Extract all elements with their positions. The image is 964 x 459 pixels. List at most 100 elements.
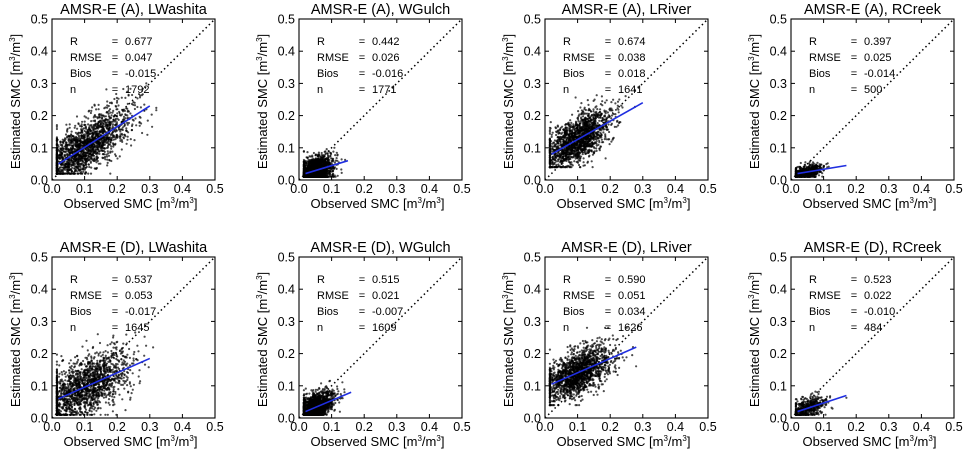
data-point	[82, 170, 85, 173]
data-point	[305, 168, 308, 171]
data-point	[305, 163, 308, 167]
data-point	[64, 133, 68, 136]
data-point	[329, 168, 333, 171]
data-point	[111, 125, 114, 128]
data-point	[326, 159, 329, 162]
data-point	[309, 155, 312, 158]
data-point	[80, 156, 83, 159]
data-point	[123, 133, 126, 136]
data-point	[555, 163, 558, 166]
data-point	[70, 133, 73, 136]
data-point	[136, 97, 139, 100]
data-point	[98, 150, 101, 153]
data-point	[97, 162, 100, 165]
data-point	[580, 102, 583, 105]
data-point	[120, 128, 123, 131]
data-point	[77, 134, 80, 137]
data-point	[74, 124, 77, 127]
data-point	[601, 100, 604, 103]
stat-value: -0.016	[372, 68, 403, 80]
data-point	[74, 158, 77, 161]
data-point	[59, 148, 62, 151]
data-point	[124, 117, 127, 120]
data-point	[95, 144, 99, 147]
data-point	[332, 175, 335, 178]
data-point	[105, 153, 108, 156]
data-point	[134, 117, 137, 120]
data-point	[68, 123, 71, 126]
data-point	[101, 141, 104, 144]
data-point	[71, 144, 74, 147]
data-point	[62, 141, 65, 144]
data-point	[100, 113, 103, 116]
data-point	[86, 151, 89, 154]
data-point	[103, 115, 106, 118]
data-point	[127, 121, 130, 125]
stat-label: Bios	[70, 68, 92, 80]
data-point	[76, 172, 79, 175]
data-point	[87, 172, 90, 175]
data-point	[118, 155, 121, 158]
data-point	[605, 99, 608, 102]
data-point	[55, 127, 59, 131]
data-point	[58, 154, 61, 157]
data-point	[133, 107, 136, 111]
data-point	[55, 136, 59, 139]
data-point	[126, 123, 129, 126]
data-point	[591, 141, 594, 144]
data-point	[579, 106, 582, 109]
data-point	[80, 172, 83, 175]
data-point	[95, 161, 98, 164]
data-point	[70, 170, 73, 173]
stat-label: RMSE	[317, 52, 349, 64]
data-point	[125, 142, 128, 145]
data-point	[79, 139, 82, 142]
data-point	[65, 136, 69, 139]
data-point	[84, 171, 87, 174]
data-point	[130, 144, 133, 147]
y-tick-label: 0.4	[278, 45, 295, 59]
data-point	[335, 151, 338, 154]
data-point	[90, 166, 93, 169]
data-point	[155, 109, 158, 112]
data-point	[115, 105, 118, 108]
data-point	[102, 122, 105, 125]
data-point	[104, 106, 107, 109]
data-point	[332, 150, 335, 153]
data-point	[131, 93, 134, 97]
data-point	[146, 119, 149, 122]
data-point	[313, 173, 316, 176]
data-point	[324, 169, 327, 172]
data-point	[315, 175, 318, 178]
data-point	[130, 102, 134, 106]
data-point	[126, 138, 129, 141]
data-point	[309, 167, 312, 170]
data-point	[327, 169, 330, 172]
stat-equals: =	[112, 84, 118, 96]
data-point	[590, 149, 593, 152]
data-point	[87, 163, 90, 166]
data-point	[150, 113, 153, 116]
data-point	[323, 155, 326, 158]
data-point	[131, 123, 134, 126]
data-point	[93, 120, 97, 123]
data-point	[146, 133, 149, 136]
x-tick-label: 0.3	[388, 182, 405, 196]
data-point	[113, 136, 116, 139]
data-point	[99, 123, 102, 126]
data-point	[89, 148, 92, 151]
data-point	[86, 137, 89, 140]
data-point	[115, 121, 118, 124]
data-point	[576, 117, 579, 120]
data-point	[121, 126, 124, 129]
stat-equals: =	[359, 52, 365, 64]
data-point	[90, 109, 93, 112]
data-point	[87, 134, 90, 137]
data-point	[302, 158, 305, 162]
data-point	[312, 157, 315, 160]
data-point	[333, 146, 336, 149]
data-point	[77, 123, 80, 126]
x-tick-label: 0.4	[174, 182, 191, 196]
data-point	[93, 127, 96, 130]
data-point	[62, 147, 65, 150]
